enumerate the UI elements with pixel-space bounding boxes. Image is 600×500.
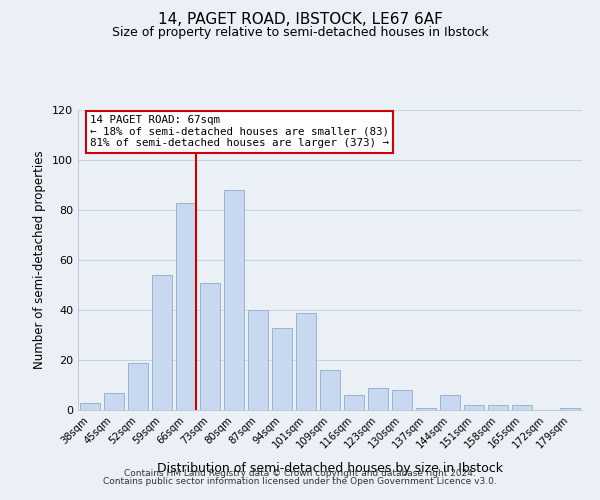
Bar [320, 370, 340, 410]
Bar [344, 395, 364, 410]
Y-axis label: Number of semi-detached properties: Number of semi-detached properties [34, 150, 46, 370]
Bar [512, 405, 532, 410]
Bar [152, 275, 172, 410]
Bar [440, 395, 460, 410]
Text: Contains HM Land Registry data © Crown copyright and database right 2024.: Contains HM Land Registry data © Crown c… [124, 468, 476, 477]
X-axis label: Distribution of semi-detached houses by size in Ibstock: Distribution of semi-detached houses by … [157, 462, 503, 474]
Bar [416, 408, 436, 410]
Bar [560, 408, 580, 410]
Bar [296, 312, 316, 410]
Bar [368, 388, 388, 410]
Bar [176, 202, 196, 410]
Bar [392, 390, 412, 410]
Bar [488, 405, 508, 410]
Bar [128, 362, 148, 410]
Bar [80, 402, 100, 410]
Bar [224, 190, 244, 410]
Bar [104, 392, 124, 410]
Text: 14 PAGET ROAD: 67sqm
← 18% of semi-detached houses are smaller (83)
81% of semi-: 14 PAGET ROAD: 67sqm ← 18% of semi-detac… [90, 115, 389, 148]
Text: Size of property relative to semi-detached houses in Ibstock: Size of property relative to semi-detach… [112, 26, 488, 39]
Text: 14, PAGET ROAD, IBSTOCK, LE67 6AF: 14, PAGET ROAD, IBSTOCK, LE67 6AF [158, 12, 442, 28]
Bar [248, 310, 268, 410]
Text: Contains public sector information licensed under the Open Government Licence v3: Contains public sector information licen… [103, 477, 497, 486]
Bar [272, 328, 292, 410]
Bar [464, 405, 484, 410]
Bar [200, 282, 220, 410]
